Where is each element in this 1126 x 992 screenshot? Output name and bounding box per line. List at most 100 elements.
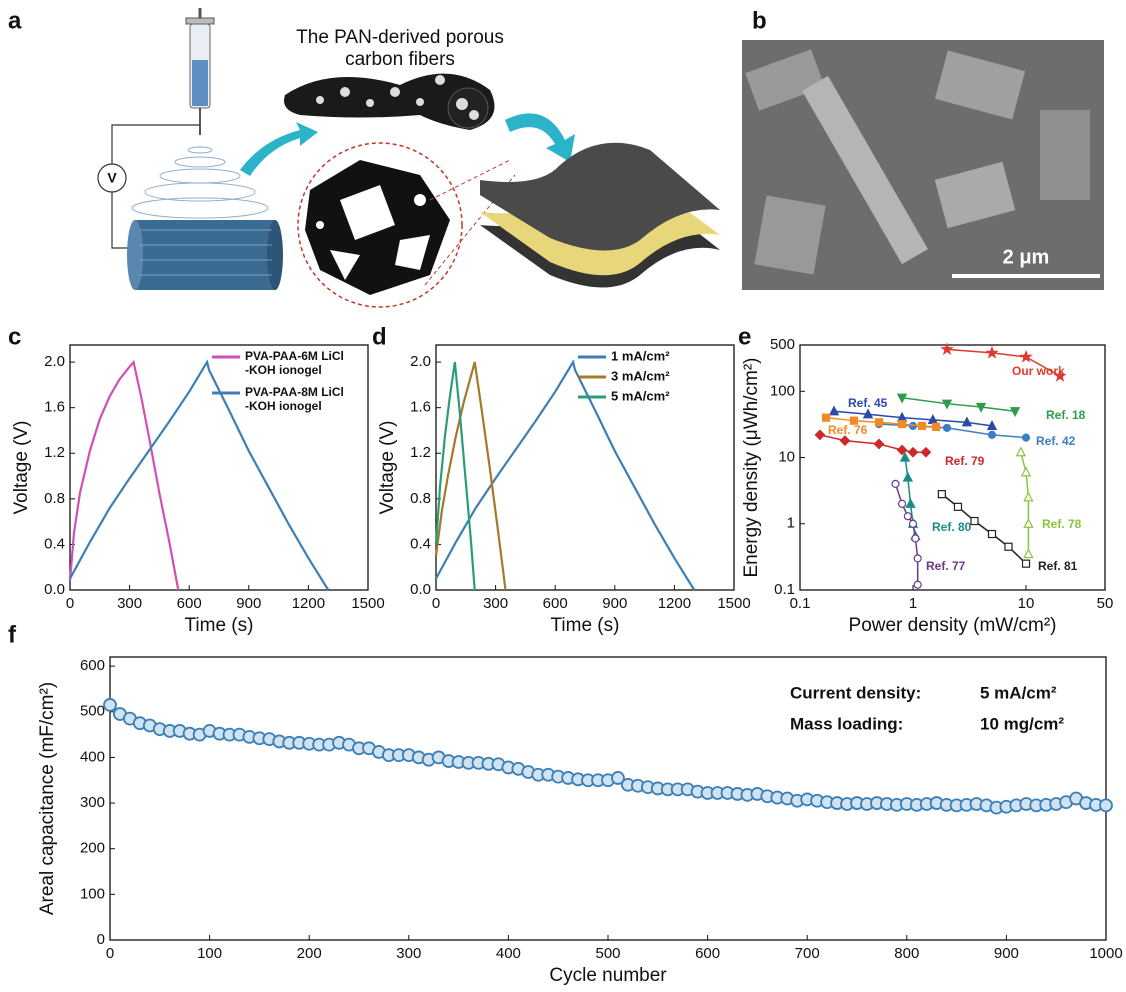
y-tick-label: 0.4 [410, 535, 431, 552]
series-line [819, 434, 926, 454]
marker [1004, 542, 1013, 551]
marker [908, 519, 918, 528]
y-tick-label: 0 [97, 931, 105, 948]
fiber-fragment [745, 49, 825, 111]
marker [1019, 349, 1033, 363]
x-tick-label: 0 [66, 595, 74, 612]
x-tick-label: 900 [236, 595, 261, 612]
marker [985, 345, 999, 359]
marker [874, 418, 884, 427]
annotation: Mass loading: [790, 714, 903, 733]
drum-end [267, 220, 283, 290]
pore-network [305, 160, 450, 295]
device-stack [480, 142, 720, 288]
marker [1015, 446, 1027, 457]
data-point [1099, 798, 1113, 813]
text-line: -KOH ionogel [245, 363, 322, 377]
marker [986, 420, 998, 431]
marker [873, 438, 885, 450]
legend-label: 1 mA/cm² [611, 348, 670, 363]
x-tick-label: 900 [994, 945, 1019, 962]
marker [897, 419, 907, 429]
panel-letter: b [752, 7, 767, 34]
void [316, 221, 324, 229]
marker [917, 421, 927, 431]
series-line [946, 348, 1061, 377]
y-tick-label: 500 [80, 703, 105, 720]
y-tick-label: 2.0 [44, 353, 65, 370]
x-tick-label: 700 [795, 945, 820, 962]
series-line [69, 359, 330, 591]
legend-label: PVA-PAA-6M LiCl -KOH ionogel [245, 349, 344, 377]
panel-letter: a [8, 7, 22, 34]
void [395, 235, 430, 270]
pore [416, 98, 424, 106]
y-tick-label: 2.0 [410, 353, 431, 370]
series-line [894, 483, 919, 585]
collector-drum [127, 220, 283, 290]
circuit [97, 124, 200, 249]
marker [902, 471, 914, 482]
pore [340, 87, 350, 97]
void [340, 185, 395, 240]
spiral [174, 156, 226, 168]
pore [316, 96, 324, 104]
marker [970, 516, 979, 526]
series-label: Ref. 42 [1036, 434, 1076, 448]
marker [891, 479, 900, 488]
text-line: The PAN-derived porous [296, 27, 504, 48]
marker [1020, 466, 1032, 477]
x-tick-label: 1 [909, 595, 917, 612]
marker [931, 422, 941, 432]
x-tick-label: 600 [695, 945, 720, 962]
pore [469, 110, 479, 120]
carbon-fiber [284, 73, 495, 130]
marker [953, 502, 963, 511]
x-tick-label: 1500 [717, 595, 750, 612]
marker [987, 430, 997, 439]
series-line [68, 359, 180, 591]
y-axis-label: Areal capacitance (mF/cm²) [37, 682, 58, 915]
marker [828, 405, 840, 416]
marker [907, 446, 919, 458]
x-tick-label: 100 [197, 945, 222, 962]
marker [1021, 559, 1031, 568]
top-electrode [480, 142, 720, 251]
marker [942, 423, 952, 433]
y-tick-label: 200 [80, 840, 105, 857]
series-label: Our work [1012, 364, 1065, 378]
marker [975, 402, 987, 413]
x-tick-label: 0 [106, 945, 114, 962]
y-tick-label: 10 [778, 448, 795, 465]
marker [839, 435, 851, 447]
fiber-pores [316, 75, 479, 120]
zoom-line [424, 174, 516, 286]
series-label: Ref. 76 [828, 423, 868, 437]
void [414, 194, 426, 206]
fiber-fragment [934, 161, 1016, 229]
x-tick-label: 1500 [351, 595, 384, 612]
series-line [434, 361, 476, 591]
series-label: Ref. 81 [1038, 559, 1078, 573]
y-axis-label: Voltage (V) [377, 421, 398, 515]
annotation: 5 mA/cm² [980, 683, 1057, 702]
y-tick-label: 500 [770, 336, 795, 353]
legend-label: PVA-PAA-8M LiCl -KOH ionogel [245, 385, 344, 413]
fiber-fragment [802, 75, 928, 265]
y-tick-label: 0.0 [44, 581, 65, 598]
jet-spiral [131, 146, 269, 219]
x-tick-label: 1000 [1089, 945, 1122, 962]
y-tick-label: 600 [80, 657, 105, 674]
voltmeter [97, 163, 127, 193]
marker [1023, 517, 1034, 528]
marker [896, 444, 908, 456]
panel-letter: c [8, 323, 21, 350]
x-tick-label: 0 [432, 595, 440, 612]
y-tick-label: 100 [770, 382, 795, 399]
series-label: Ref. 18 [1046, 408, 1086, 422]
x-axis-label: Time (s) [185, 615, 254, 636]
drum-body [135, 220, 275, 290]
spiral [144, 182, 256, 202]
x-tick-label: 50 [1097, 595, 1114, 612]
y-tick-label: 0.4 [44, 535, 65, 552]
